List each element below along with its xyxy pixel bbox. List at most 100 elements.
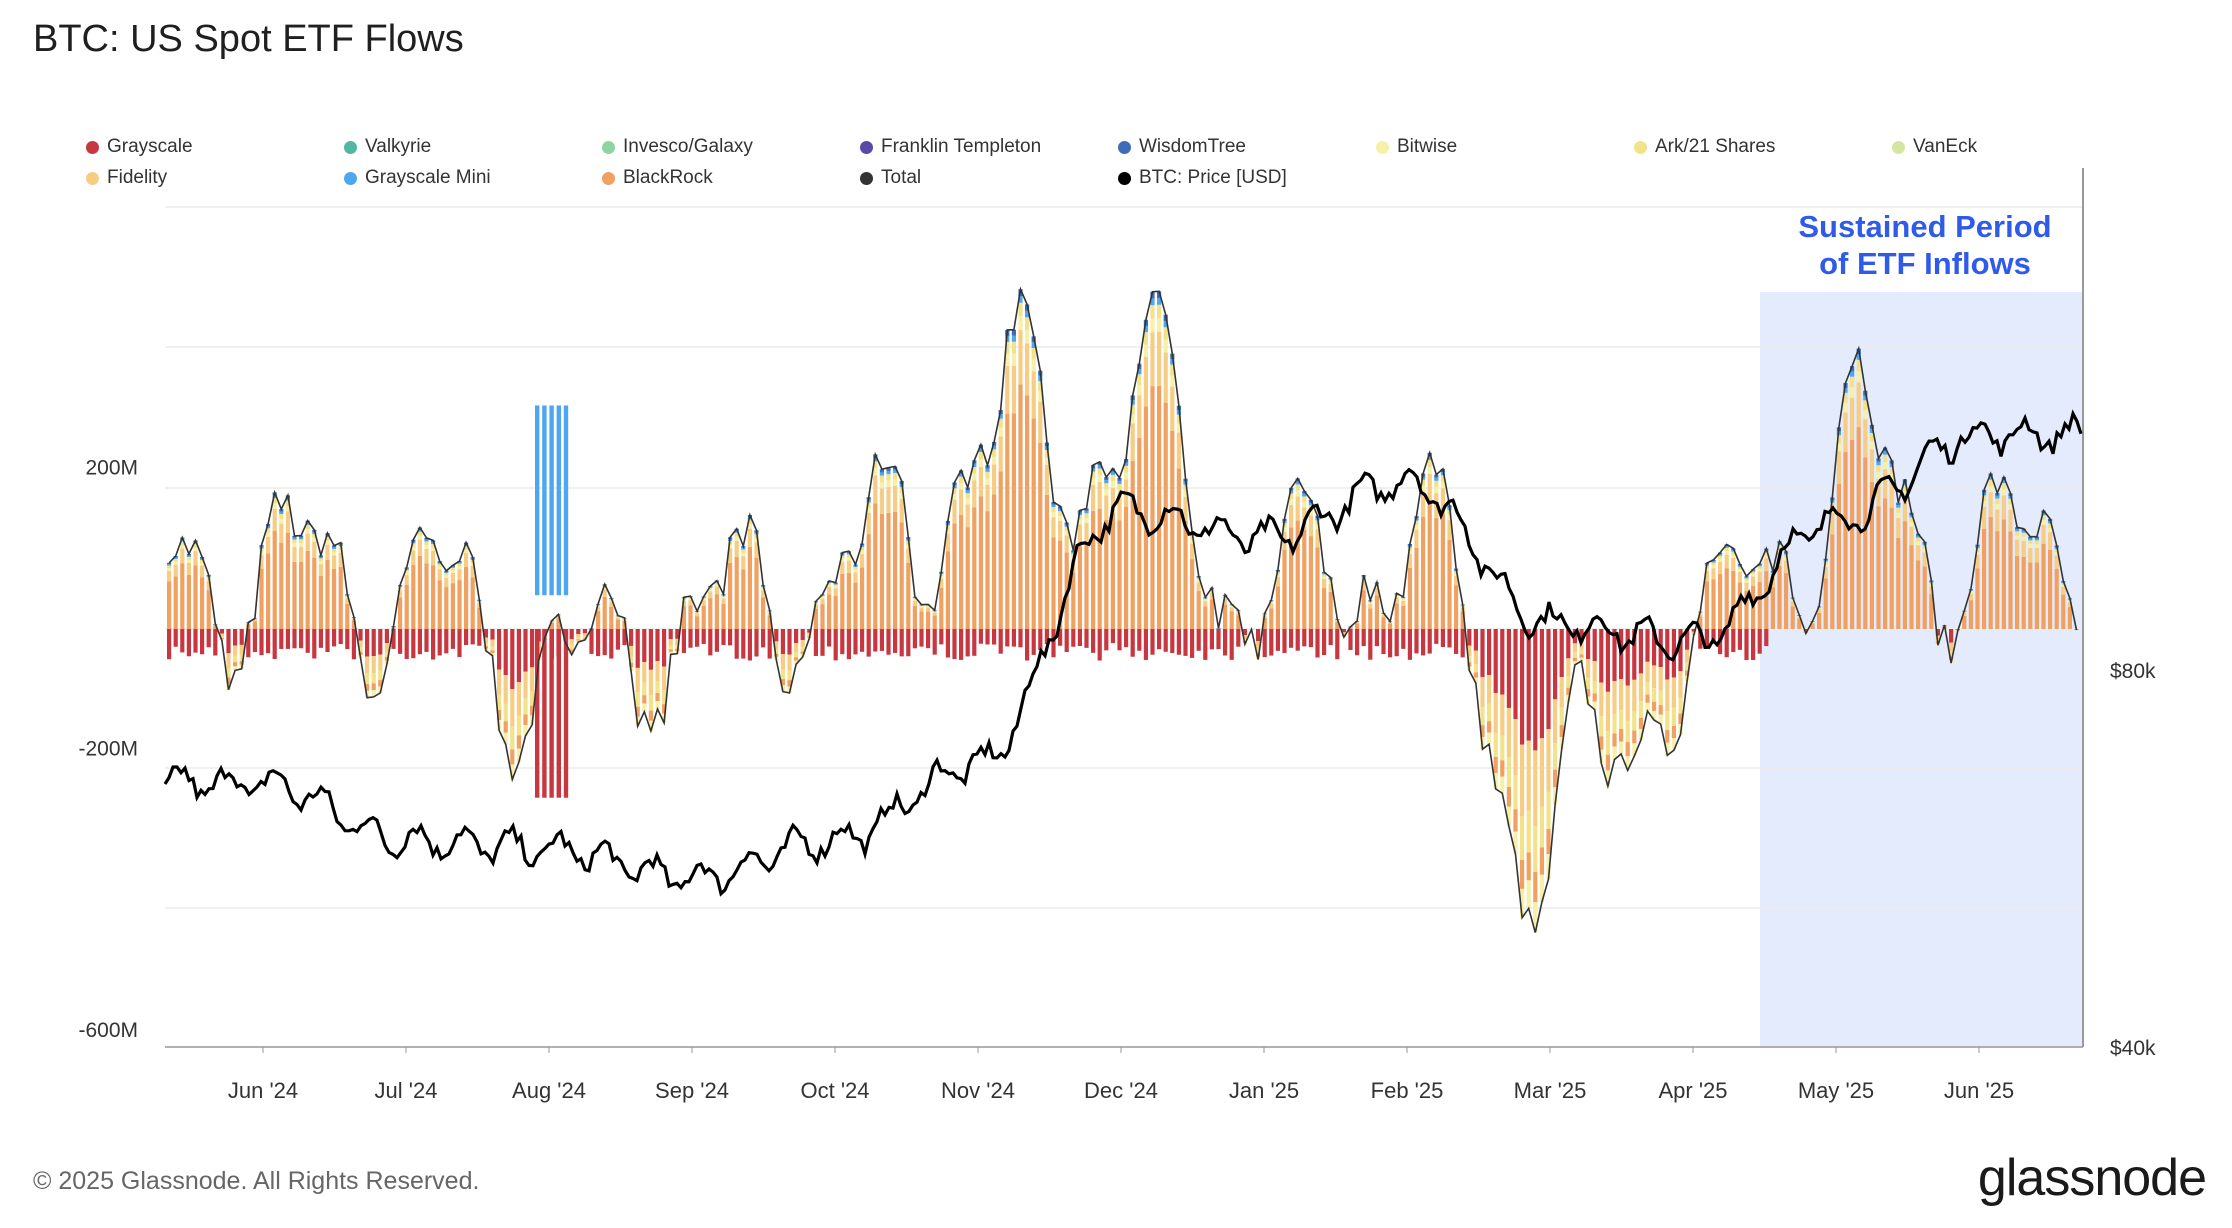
bar-fidelity <box>1665 679 1670 712</box>
bar-blackrock <box>668 649 673 652</box>
bar-fidelity <box>853 572 858 583</box>
bar-fidelity <box>1117 496 1122 521</box>
bar-ark <box>1744 578 1749 581</box>
bar-bitwise <box>1916 541 1921 546</box>
bar-fidelity <box>2067 602 2072 607</box>
bar-fidelity <box>873 475 878 504</box>
bar-blackrock <box>1427 502 1432 629</box>
bar-wisdomtree <box>292 535 297 538</box>
bar-blackrock <box>714 594 719 629</box>
bar-ark <box>1117 483 1122 490</box>
bar-blackrock <box>1388 623 1393 629</box>
bar-bitwise <box>919 606 924 608</box>
bar-fidelity <box>1520 744 1525 817</box>
legend-item-ark[interactable]: Ark/21 Shares <box>1634 136 1775 158</box>
legend-dot-icon <box>1634 140 1647 154</box>
bar-grayscale_mini <box>1440 472 1445 476</box>
bar-grayscale <box>226 629 231 654</box>
bar-bitwise <box>1203 599 1208 602</box>
bar-bitwise <box>1137 384 1142 396</box>
bar-bitwise <box>952 494 957 501</box>
bar-fidelity <box>615 617 620 620</box>
bar-fidelity <box>714 586 719 595</box>
legend-item-grayscale[interactable]: Grayscale <box>86 136 193 158</box>
bar-grayscale_mini <box>1401 597 1406 599</box>
bar-fidelity <box>1671 677 1676 708</box>
bar-grayscale <box>1097 629 1102 661</box>
bar-bitwise <box>2034 544 2039 548</box>
bar-blackrock <box>1269 608 1274 629</box>
bar-bitwise <box>2001 489 2006 496</box>
bar-bitwise <box>2008 504 2013 510</box>
bar-bitwise <box>1157 318 1162 332</box>
bar-wisdomtree <box>1883 447 1888 452</box>
bar-blackrock <box>226 677 231 684</box>
bar-grayscale <box>1440 629 1445 648</box>
bar-fidelity <box>1308 515 1313 537</box>
bar-blackrock <box>2048 549 2053 629</box>
bar-fidelity <box>1394 597 1399 604</box>
bar-grayscale <box>846 629 851 660</box>
bar-bitwise <box>1592 701 1597 710</box>
legend-item-total[interactable]: Total <box>860 167 921 189</box>
bar-fidelity <box>734 540 739 557</box>
bar-fidelity <box>688 600 693 606</box>
bar-grayscale <box>569 629 574 640</box>
bar-ark <box>1058 511 1063 517</box>
bar-blackrock <box>417 555 422 629</box>
x-tick-label: Aug '24 <box>512 1078 586 1103</box>
bar-blackrock <box>2028 562 2033 629</box>
legend-label: WisdomTree <box>1139 136 1246 157</box>
bar-grayscale <box>761 629 766 648</box>
bar-grayscale <box>1460 629 1465 658</box>
bar-fidelity <box>1038 401 1043 444</box>
legend-item-grayscale-mini[interactable]: Grayscale Mini <box>344 167 491 189</box>
bar-fidelity <box>417 539 422 556</box>
bar-blackrock <box>1407 567 1412 629</box>
bar-grayscale <box>246 629 251 658</box>
legend-item-valkyrie[interactable]: Valkyrie <box>344 136 431 158</box>
bar-bitwise <box>1487 732 1492 745</box>
bar-bitwise <box>437 566 442 570</box>
bar-fidelity <box>1533 750 1538 827</box>
bar-wisdomtree <box>1157 291 1162 299</box>
bar-blackrock <box>1619 729 1624 742</box>
bar-ark <box>576 637 581 640</box>
legend-item-bitwise[interactable]: Bitwise <box>1376 136 1457 158</box>
bar-grayscale <box>233 629 238 646</box>
bar-ark <box>167 565 172 569</box>
bar-blackrock <box>1718 574 1723 629</box>
bar-blackrock <box>1869 481 1874 629</box>
legend-item-fidelity[interactable]: Fidelity <box>86 167 167 189</box>
legend-item-blackrock[interactable]: BlackRock <box>602 167 713 189</box>
bar-bitwise <box>688 598 693 601</box>
bar-blackrock <box>1526 852 1531 881</box>
legend-item-btc-price[interactable]: BTC: Price [USD] <box>1118 167 1287 189</box>
bar-grayscale <box>1130 629 1135 657</box>
bar-fidelity <box>1091 484 1096 511</box>
bar-ark <box>1282 523 1287 528</box>
bar-grayscale_mini <box>444 571 449 574</box>
legend-item-invesco[interactable]: Invesco/Galaxy <box>602 136 753 158</box>
bar-ark <box>846 554 851 558</box>
legend-item-franklin[interactable]: Franklin Templeton <box>860 136 1041 158</box>
bar-fidelity <box>1051 517 1056 538</box>
bar-fidelity <box>1949 642 1954 652</box>
bar-grayscale_mini <box>173 557 178 559</box>
bar-grayscale_mini <box>272 495 277 498</box>
legend-item-wisdomtree[interactable]: WisdomTree <box>1118 136 1246 158</box>
bar-blackrock <box>2001 519 2006 629</box>
bar-bitwise <box>972 473 977 481</box>
bar-blackrock <box>1170 430 1175 629</box>
bar-blackrock <box>1328 591 1333 629</box>
legend-item-vaneck[interactable]: VanEck <box>1892 136 1977 158</box>
bar-ark <box>510 726 515 750</box>
bar-bitwise <box>1836 443 1841 452</box>
bar-grayscale <box>365 629 370 657</box>
bar-blackrock <box>206 590 211 629</box>
bar-grayscale <box>1190 629 1195 658</box>
bar-bitwise <box>1011 353 1016 366</box>
bar-grayscale <box>945 629 950 658</box>
bar-fidelity <box>906 548 911 563</box>
bar-ark <box>1764 551 1769 555</box>
